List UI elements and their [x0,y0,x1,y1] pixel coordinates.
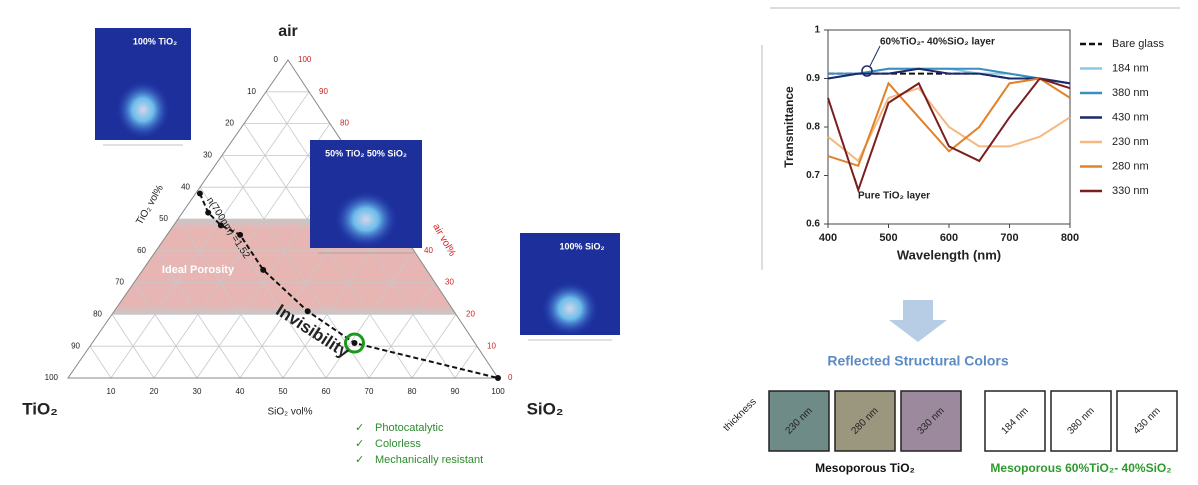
annotation-arrow [870,46,880,66]
check: ✓ [355,438,364,450]
group-label: Mesoporous TiO₂ [815,461,915,475]
diffraction-spot [542,282,598,336]
y-tick-label: 0.8 [806,122,820,133]
left-tick-label: 40 [181,182,190,191]
bottom-tick-label: 90 [451,387,460,396]
diffraction-spot [335,191,398,247]
bottom-tick-label: 50 [279,387,288,396]
right-tick-label: 30 [445,278,454,287]
right-tick-label: 100 [298,55,312,64]
series-line [828,79,1070,166]
check: ✓ [355,454,364,466]
composition-point [197,191,203,197]
bottom-tick-label: 10 [107,387,116,396]
band-label: Ideal Porosity [162,264,235,276]
left-tick-label: 100 [45,373,59,382]
corner-label: SiO₂ [527,399,564,418]
right-tick-label: 40 [424,246,433,255]
right-tick-label: 0 [508,373,513,382]
left-tick-label: 90 [71,341,80,350]
axis-label: air vol% [430,222,457,258]
y-tick-label: 0.7 [806,170,820,181]
left-tick-label: 50 [159,214,168,223]
colors-title: Reflected Structural Colors [827,353,1008,369]
grid-line [90,346,111,378]
grid-line [455,346,477,378]
y-tick-label: 0.9 [806,73,820,84]
left-tick-label: 10 [247,87,256,96]
legend-label: 430 nm [1112,111,1149,123]
arrow [889,300,947,342]
bottom-tick-label: 70 [365,387,374,396]
inset-label: 100% TiO₂ [133,36,177,46]
left-tick-label: 30 [203,151,212,160]
right-tick-label: 10 [487,341,496,350]
bottom-tick-label: 60 [322,387,331,396]
x-tick-label: 700 [1000,232,1018,244]
x-axis-label: Wavelength (nm) [897,247,1001,262]
right-tick-label: 20 [466,310,475,319]
bottom-tick-label: 80 [408,387,417,396]
axis-label: SiO₂ vol% [267,407,312,418]
group-label: Mesoporous 60%TiO₂- 40%SiO₂ [990,461,1171,475]
left-tick-label: 0 [274,55,279,64]
annotation: 60%TiO₂- 40%SiO₂ layer [880,37,995,48]
right-tick-label: 80 [340,119,349,128]
bottom-tick-label: 30 [193,387,202,396]
annotation: Pure TiO₂ layer [858,191,930,202]
figure: 0010101020202030303040404050505060606070… [0,0,1198,485]
inset-label: 50% TiO₂ 50% SiO₂ [325,148,407,158]
left-tick-label: 60 [137,246,146,255]
legend-label: 280 nm [1112,160,1149,172]
legend-label: 184 nm [1112,62,1149,74]
composition-point [495,375,501,381]
property: Colorless [375,438,421,450]
x-tick-label: 400 [819,232,837,244]
check: ✓ [355,422,364,434]
left-tick-label: 20 [225,119,234,128]
bottom-tick-label: 100 [491,387,505,396]
composition-point [260,267,266,273]
legend-label: Bare glass [1112,38,1164,50]
y-tick-label: 0.6 [806,219,820,230]
legend-label: 230 nm [1112,136,1149,148]
inset-label: 100% SiO₂ [559,241,604,251]
y-axis-label: Transmittance [782,86,796,168]
composition-point [305,308,311,314]
y-tick-label: 1 [814,25,820,36]
property: Photocatalytic [375,422,444,434]
property: Mechanically resistant [375,454,483,466]
corner-label: TiO₂ [22,399,58,418]
left-tick-label: 70 [115,278,124,287]
right-tick-label: 90 [319,87,328,96]
x-tick-label: 800 [1061,232,1079,244]
bottom-tick-label: 20 [150,387,159,396]
corner-label: air [278,23,298,40]
x-tick-label: 600 [940,232,958,244]
series-line [828,79,1070,191]
axis-label: thickness [721,396,758,433]
diffraction-spot [116,81,170,139]
left-tick-label: 80 [93,310,102,319]
legend-label: 330 nm [1112,185,1149,197]
x-tick-label: 500 [879,232,897,244]
legend-label: 380 nm [1112,87,1149,99]
bottom-tick-label: 40 [236,387,245,396]
